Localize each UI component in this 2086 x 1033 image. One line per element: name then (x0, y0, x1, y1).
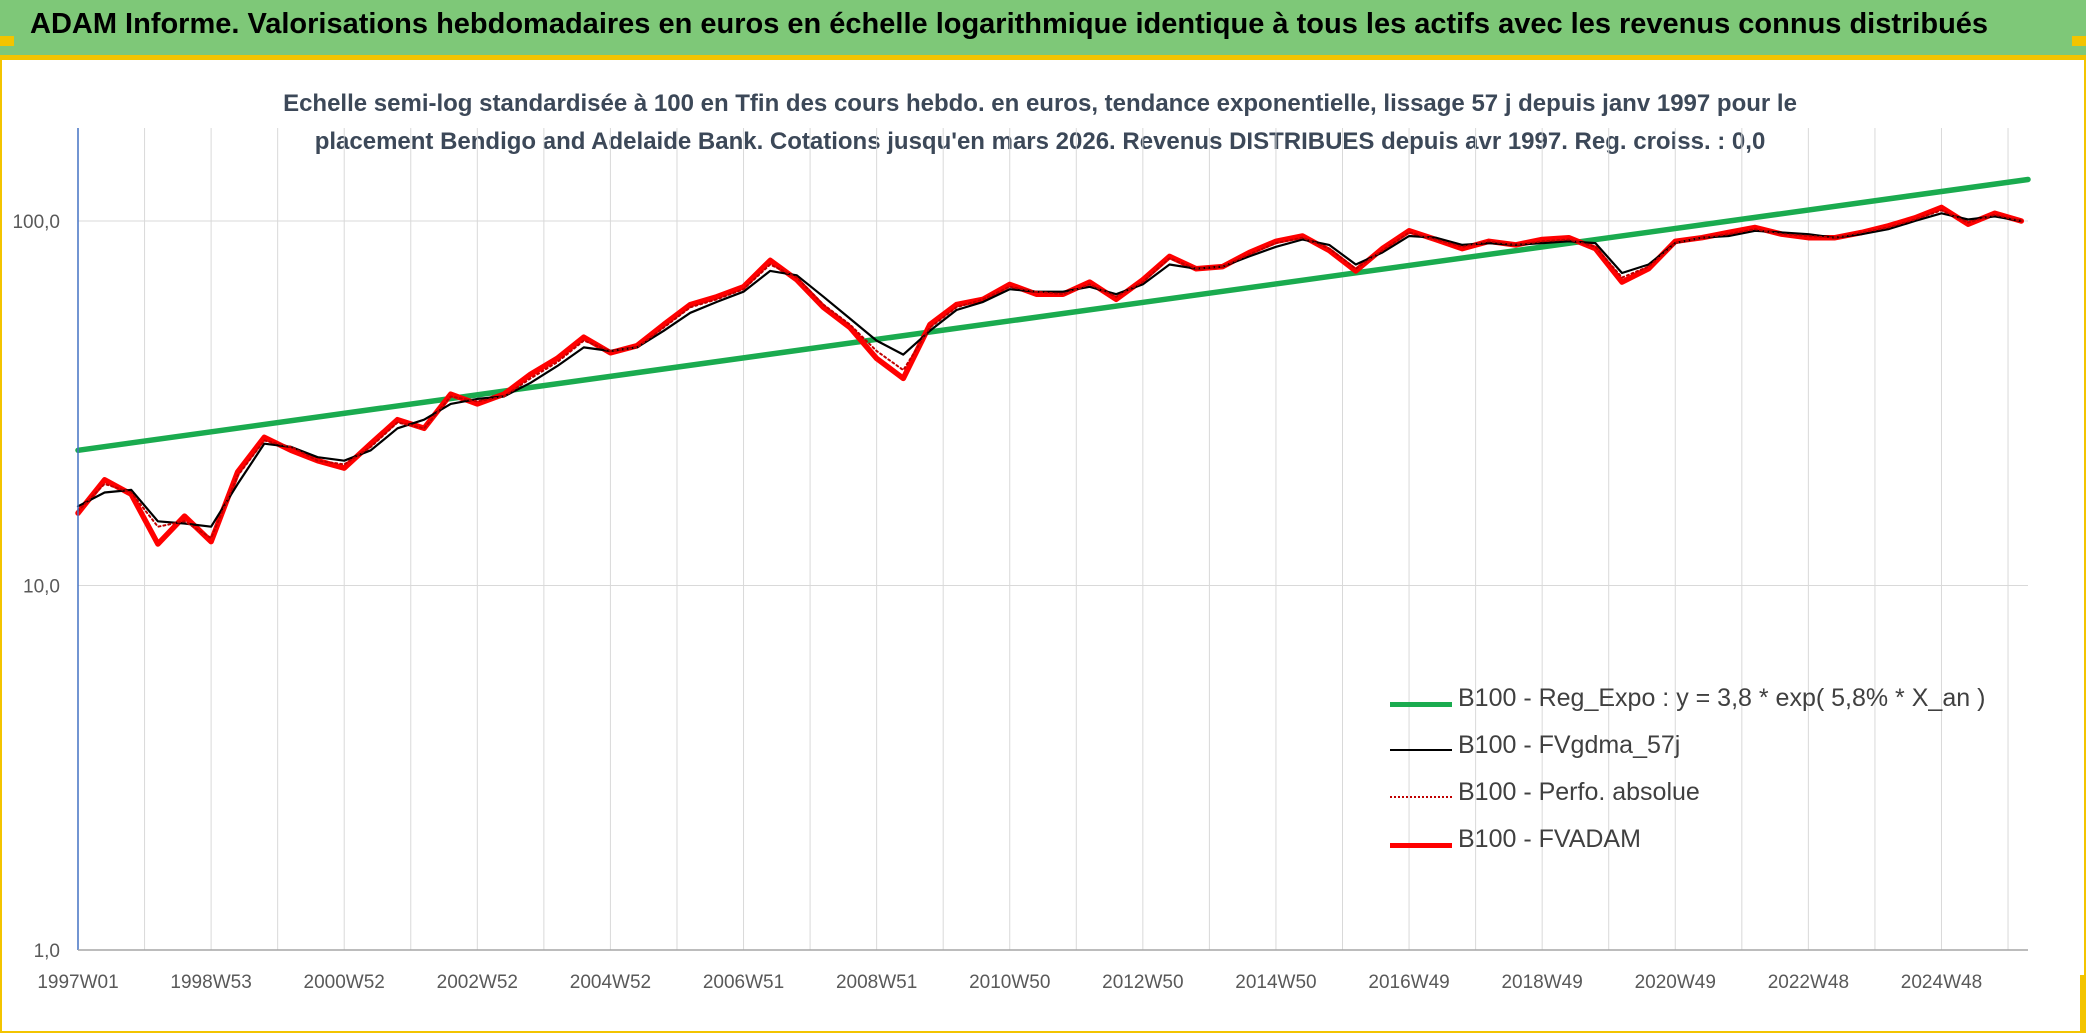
x-tick-label: 2012W50 (1102, 972, 1183, 993)
frame-corner-bottom-right (2080, 975, 2086, 1033)
x-tick-label: 2014W50 (1235, 972, 1316, 993)
y-tick-label: 100,0 (12, 212, 60, 233)
x-tick-label: 1998W53 (170, 972, 251, 993)
x-tick-label: 1997W01 (37, 972, 118, 993)
legend-label: B100 - Reg_Expo : y = 3,8 * exp( 5,8% * … (1458, 684, 1986, 712)
legend-label: B100 - Perfo. absolue (1458, 778, 1700, 806)
chart-title: Echelle semi-log standardisée à 100 en T… (150, 85, 1930, 161)
x-tick-label: 2010W50 (969, 972, 1050, 993)
legend-label: B100 - FVgdma_57j (1458, 731, 1681, 759)
chart-title-line-1: Echelle semi-log standardisée à 100 en T… (283, 90, 1797, 117)
legend-entry: B100 - FVgdma_57j (1390, 727, 2040, 774)
legend-entry: B100 - FVADAM (1390, 821, 2040, 868)
x-tick-label: 2004W52 (570, 972, 651, 993)
x-tick-label: 2020W49 (1635, 972, 1716, 993)
legend-swatch (1390, 843, 1452, 848)
legend-swatch (1390, 749, 1452, 751)
x-tick-label: 2002W52 (437, 972, 518, 993)
x-tick-label: 2008W51 (836, 972, 917, 993)
frame-corner-top-right (2072, 36, 2086, 46)
x-tick-label: 2022W48 (1768, 972, 1849, 993)
x-tick-label: 2024W48 (1901, 972, 1982, 993)
series-line-2 (76, 212, 2023, 528)
series-line-1 (75, 176, 2031, 454)
y-tick-label: 10,0 (23, 577, 60, 598)
legend-entry: B100 - Reg_Expo : y = 3,8 * exp( 5,8% * … (1390, 680, 2040, 727)
report-banner: ADAM Informe. Valorisations hebdomadaire… (0, 0, 2086, 58)
series-line-3 (77, 209, 2023, 539)
series-lines (75, 176, 2031, 547)
legend-swatch (1390, 796, 1452, 798)
chart-title-line-2: placement Bendigo and Adelaide Bank. Cot… (314, 128, 1766, 155)
report-title: ADAM Informe. Valorisations hebdomadaire… (30, 8, 1989, 40)
legend: B100 - Reg_Expo : y = 3,8 * exp( 5,8% * … (1390, 680, 2040, 868)
x-tick-label: 2006W51 (703, 972, 784, 993)
x-tick-label: 2016W49 (1368, 972, 1449, 993)
legend-label: B100 - FVADAM (1458, 825, 1641, 853)
chart-frame (0, 58, 2086, 1033)
y-tick-label: 1,0 (34, 941, 60, 962)
legend-swatch (1390, 702, 1452, 707)
x-tick-label: 2000W52 (304, 972, 385, 993)
series-line-4 (75, 204, 2025, 547)
axes: 1,0 10,0 100,0 1997W01 1998W53 2000W52 2002W52… (12, 128, 2028, 993)
frame-corner-top-left (0, 36, 14, 46)
legend-entry: B100 - Perfo. absolue (1390, 774, 2040, 821)
x-tick-label: 2018W49 (1501, 972, 1582, 993)
